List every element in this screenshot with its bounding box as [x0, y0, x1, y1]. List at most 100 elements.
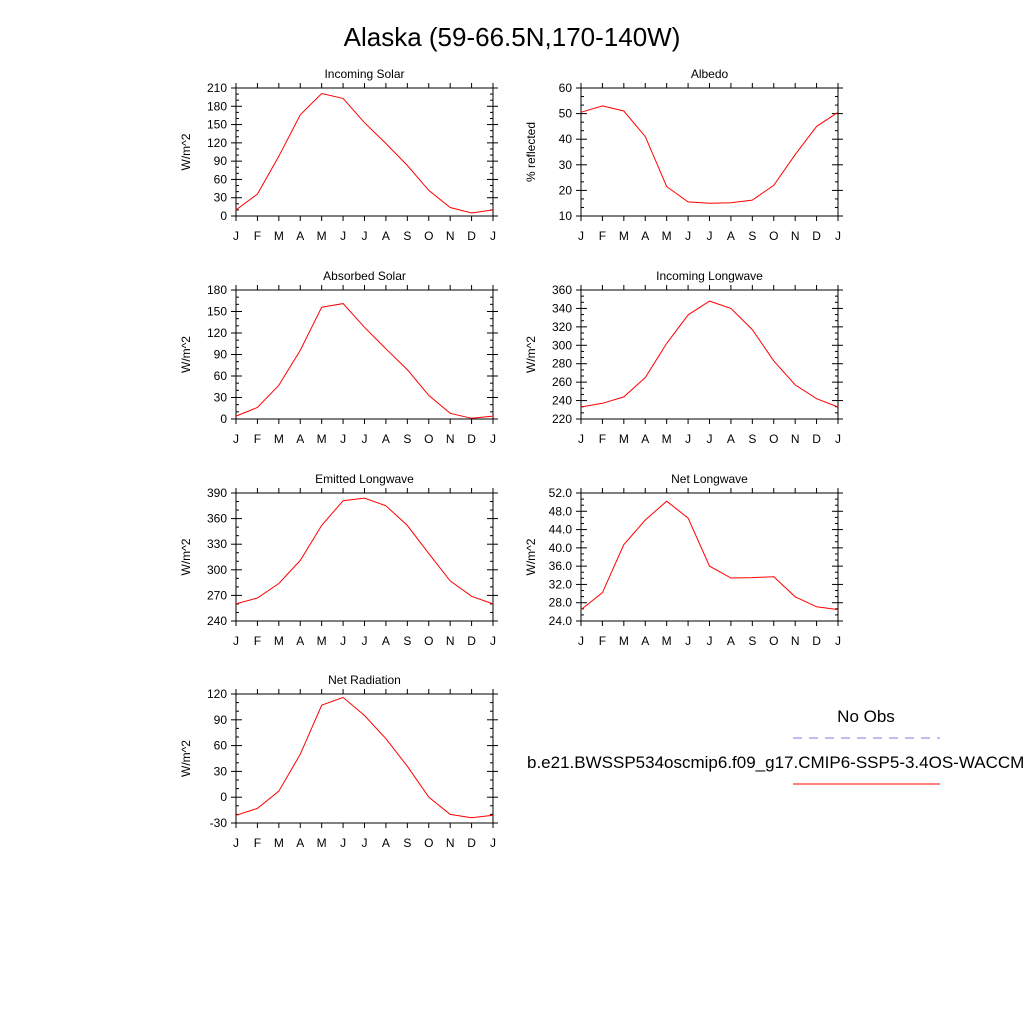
legend: No Obs b.e21.BWSSP534oscmip6.f09_g17.CMI…: [527, 707, 1024, 785]
series-line: [235, 92, 494, 214]
x-tick-label: M: [662, 432, 672, 446]
chart-title: Albedo: [691, 67, 729, 81]
series-line: [235, 303, 494, 419]
y-tick-label: 48.0: [549, 504, 573, 518]
x-tick-label: J: [490, 836, 496, 850]
y-tick-label: 220: [552, 412, 572, 426]
x-tick-label: J: [340, 432, 346, 446]
x-tick-label: S: [748, 229, 756, 243]
x-tick-label: M: [274, 836, 284, 850]
y-tick-label: 360: [207, 512, 227, 526]
y-tick-label: 60: [214, 369, 228, 383]
y-tick-label: -30: [210, 816, 228, 830]
x-tick-label: J: [490, 229, 496, 243]
x-tick-label: J: [340, 836, 346, 850]
chart-panels: Incoming Solar W/m^2 0 30 60 90 120 150 180 210 J F…: [179, 67, 843, 850]
x-tick-label: F: [599, 432, 606, 446]
y-axis-label: W/m^2: [179, 336, 193, 373]
plot-frame: [235, 492, 494, 622]
y-tick-label: 10: [559, 209, 573, 223]
x-tick-label: A: [382, 634, 390, 648]
y-tick-label: 260: [552, 375, 572, 389]
x-tick-label: N: [446, 229, 455, 243]
x-tick-label: O: [769, 634, 778, 648]
x-tick-label: A: [296, 432, 304, 446]
y-tick-label: 210: [207, 81, 227, 95]
x-tick-label: M: [317, 432, 327, 446]
y-tick-label: 60: [214, 172, 228, 186]
x-tick-label: D: [812, 432, 821, 446]
chart-title: Incoming Longwave: [656, 269, 763, 283]
y-tick-label: 90: [214, 713, 228, 727]
y-tick-label: 90: [214, 154, 228, 168]
x-tick-label: A: [727, 432, 735, 446]
x-tick-label: S: [403, 836, 411, 850]
x-tick-label: M: [619, 634, 629, 648]
x-tick-label: J: [362, 836, 368, 850]
series-line: [580, 300, 839, 408]
legend-model-label: b.e21.BWSSP534oscmip6.f09_g17.CMIP6-SSP5…: [527, 753, 1024, 772]
y-tick-label: 240: [207, 614, 227, 628]
x-tick-label: M: [619, 432, 629, 446]
chart-incoming-solar: Incoming Solar W/m^2 0 30 60 90 120 150 180 210 J F…: [179, 67, 498, 243]
x-tick-label: J: [578, 432, 584, 446]
x-tick-label: N: [791, 432, 800, 446]
chart-title: Net Radiation: [328, 673, 401, 687]
y-tick-label: 120: [207, 687, 227, 701]
y-tick-label: 120: [207, 136, 227, 150]
y-tick-label: 0: [220, 790, 227, 804]
y-tick-label: 180: [207, 99, 227, 113]
y-tick-label: 30: [214, 764, 228, 778]
series-line: [235, 696, 494, 819]
y-tick-label: 120: [207, 326, 227, 340]
x-tick-label: O: [769, 432, 778, 446]
y-tick-label: 32.0: [549, 577, 573, 591]
plot-frame: [580, 492, 839, 622]
x-tick-label: O: [424, 836, 433, 850]
plot-frame: [235, 87, 494, 217]
x-tick-label: J: [233, 229, 239, 243]
x-tick-label: F: [599, 229, 606, 243]
x-tick-label: A: [641, 634, 649, 648]
y-tick-label: 30: [214, 391, 228, 405]
x-tick-label: J: [362, 432, 368, 446]
x-tick-label: F: [254, 836, 261, 850]
x-tick-label: M: [274, 229, 284, 243]
x-tick-label: A: [382, 432, 390, 446]
y-tick-label: 24.0: [549, 614, 573, 628]
plot-frame: [580, 289, 839, 420]
chart-incoming-longwave: Incoming Longwave W/m^2 220 240 260 280 300 320…: [524, 269, 843, 446]
y-tick-label: 340: [552, 301, 572, 315]
x-tick-label: O: [424, 229, 433, 243]
x-tick-label: J: [835, 432, 841, 446]
x-tick-label: F: [599, 634, 606, 648]
chart-net-longwave: Net Longwave W/m^2 24.0 28.0 32.0 36.0 40.0 44.…: [524, 472, 843, 648]
chart-title: Emitted Longwave: [315, 472, 414, 486]
x-tick-label: S: [748, 634, 756, 648]
y-tick-label: 0: [220, 412, 227, 426]
x-tick-label: S: [403, 432, 411, 446]
y-tick-label: 270: [207, 588, 227, 602]
x-tick-label: F: [254, 229, 261, 243]
x-tick-label: J: [340, 229, 346, 243]
x-tick-label: N: [446, 836, 455, 850]
x-tick-label: N: [791, 229, 800, 243]
x-tick-label: J: [707, 634, 713, 648]
y-tick-label: 40: [559, 132, 573, 146]
x-tick-label: M: [619, 229, 629, 243]
y-tick-label: 60: [214, 739, 228, 753]
plot-frame: [235, 693, 494, 824]
y-tick-label: 180: [207, 283, 227, 297]
x-tick-label: D: [467, 432, 476, 446]
legend-obs-label: No Obs: [837, 707, 895, 726]
y-axis-label: % reflected: [524, 122, 538, 182]
y-tick-label: 150: [207, 305, 227, 319]
x-tick-label: J: [233, 634, 239, 648]
x-tick-label: N: [791, 634, 800, 648]
x-tick-label: A: [382, 229, 390, 243]
x-tick-label: S: [748, 432, 756, 446]
x-tick-label: A: [296, 836, 304, 850]
x-tick-label: J: [578, 634, 584, 648]
